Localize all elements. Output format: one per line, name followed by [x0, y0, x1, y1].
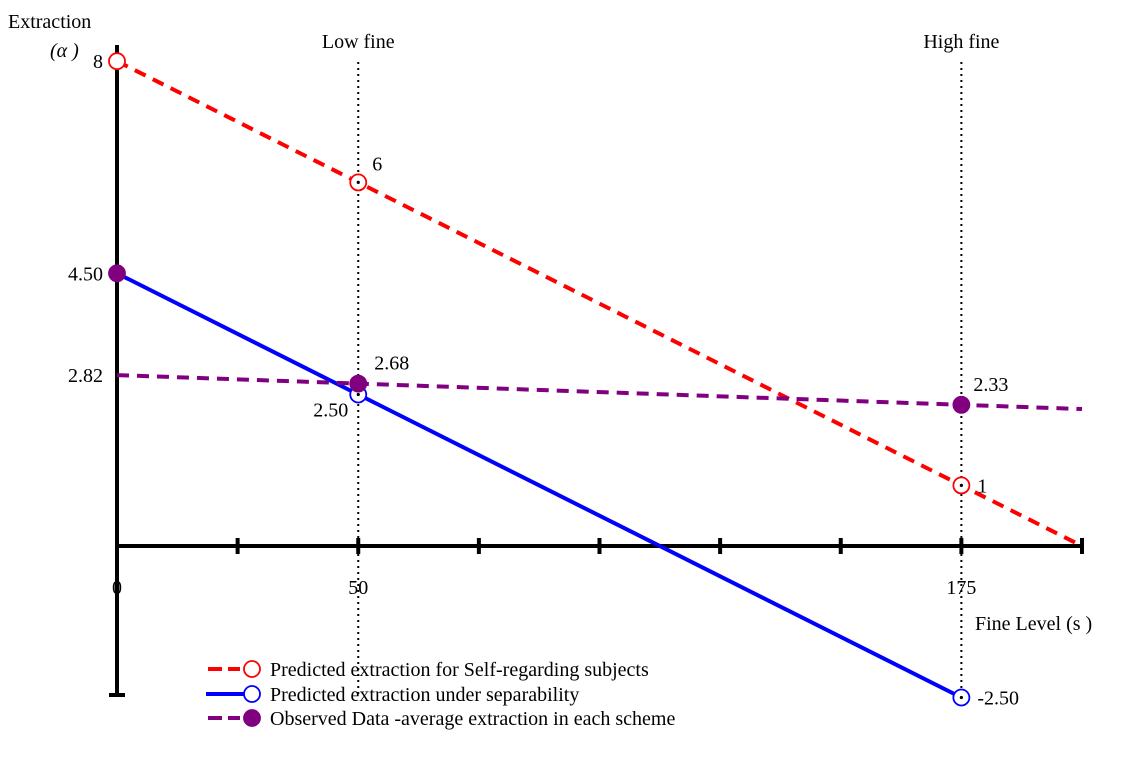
data-label-separability-1: -2.50 [977, 688, 1019, 710]
reference-label-low-fine: Low fine [322, 31, 395, 53]
labels-layer: Extraction (α ) Fine Level (s ) 6 1 2.50 -2… [8, 11, 1092, 710]
data-label-separability-0: 2.50 [313, 400, 348, 422]
data-point-center-separability-1 [959, 695, 963, 700]
reference-lines: Low fine High fine [322, 31, 1000, 695]
legend-label-separability: Predicted extraction under separability [270, 684, 579, 706]
reference-label-high-fine: High fine [923, 31, 999, 53]
data-point-self-regarding-0 [108, 52, 126, 71]
legend-label-self-regarding: Predicted extraction for Self-regarding … [270, 659, 649, 681]
series-line-separability [116, 271, 963, 700]
data-point-observed-1 [349, 374, 368, 393]
axes: 0 50 175 8 4.50 2.82 [68, 45, 1084, 697]
x-tick-label-175: 175 [946, 577, 976, 599]
series-layer [108, 52, 1083, 707]
y-tick-label-8: 8 [93, 51, 103, 73]
data-label-self-regarding-1: 6 [372, 153, 382, 175]
y-tick-label-2-82: 2.82 [68, 365, 103, 387]
legend-marker-self-regarding [243, 660, 261, 678]
data-point-observed-2 [952, 395, 971, 414]
data-label-self-regarding-2: 1 [977, 475, 987, 497]
x-tick-label-0: 0 [112, 577, 122, 599]
data-point-center-self-regarding-1 [356, 180, 360, 184]
data-point-center-self-regarding-2 [959, 483, 963, 487]
legend-marker-observed [243, 709, 261, 727]
legend: Predicted extraction for Self-regarding … [206, 659, 675, 730]
legend-label-observed: Observed Data -average extraction in eac… [270, 708, 675, 730]
data-label-observed-2: 2.33 [973, 374, 1008, 396]
y-axis-label-symbol: (α ) [50, 40, 79, 62]
x-axis-label: Fine Level (s ) [975, 613, 1092, 635]
series-line-self-regarding [116, 59, 1083, 548]
x-tick-label-50: 50 [348, 577, 368, 599]
data-label-observed-1: 2.68 [374, 353, 409, 375]
data-point-observed-0 [108, 264, 126, 283]
data-point-center-separability-0 [356, 392, 360, 397]
series-line-observed [116, 373, 1083, 412]
y-tick-label-4-50: 4.50 [68, 263, 103, 285]
legend-marker-separability [243, 685, 261, 703]
y-axis-label: Extraction [8, 11, 91, 33]
